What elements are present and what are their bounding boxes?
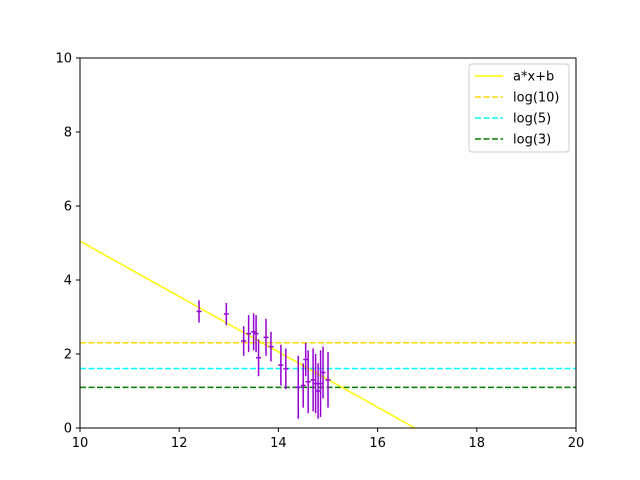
y-tick-label: 2: [64, 348, 72, 363]
fit-line-layer: [79, 240, 416, 429]
fit-line: [79, 240, 416, 429]
data-point: [251, 313, 257, 351]
data-point: [268, 331, 274, 362]
legend-label: log(5): [513, 112, 551, 127]
plot-frame: [79, 57, 577, 429]
legend-label: log(3): [513, 133, 551, 148]
legend-box: [468, 63, 570, 153]
x-tick-label: 16: [369, 436, 386, 451]
y-tick-label: 10: [55, 52, 72, 67]
x-tick-label: 12: [171, 436, 188, 451]
data-point: [313, 354, 319, 414]
data-point: [223, 302, 229, 326]
data-point: [320, 346, 326, 399]
data-point: [196, 300, 202, 323]
data-point: [263, 318, 269, 356]
data-point: [295, 355, 301, 419]
data-point: [246, 315, 252, 353]
y-tick-label: 4: [64, 274, 72, 289]
legend-label: a*x+b: [513, 70, 554, 85]
y-tick-label: 0: [64, 422, 72, 437]
data-point: [283, 348, 289, 390]
data-point: [310, 348, 316, 412]
data-point: [241, 326, 247, 356]
legend-label: log(10): [513, 91, 560, 106]
data-point: [303, 342, 309, 377]
axis-ticks: 10 12 14 16 18 20 0 2 4 6 8 10: [55, 52, 584, 452]
y-tick-label: 8: [64, 126, 72, 141]
data-point: [278, 344, 284, 386]
x-tick-label: 14: [270, 436, 287, 451]
x-tick-label: 20: [568, 436, 585, 451]
x-tick-label: 10: [72, 436, 89, 451]
x-tick-label: 18: [469, 436, 486, 451]
data-point: [256, 339, 262, 377]
data-point: [300, 363, 306, 408]
data-point: [318, 350, 324, 417]
data-point: [325, 352, 331, 408]
legend: a*x+b log(10) log(5) log(3): [468, 63, 570, 153]
data-point: [253, 315, 259, 353]
data-points: [196, 300, 331, 419]
data-point: [315, 363, 321, 419]
y-tick-label: 6: [64, 200, 72, 215]
data-point: [305, 350, 311, 414]
